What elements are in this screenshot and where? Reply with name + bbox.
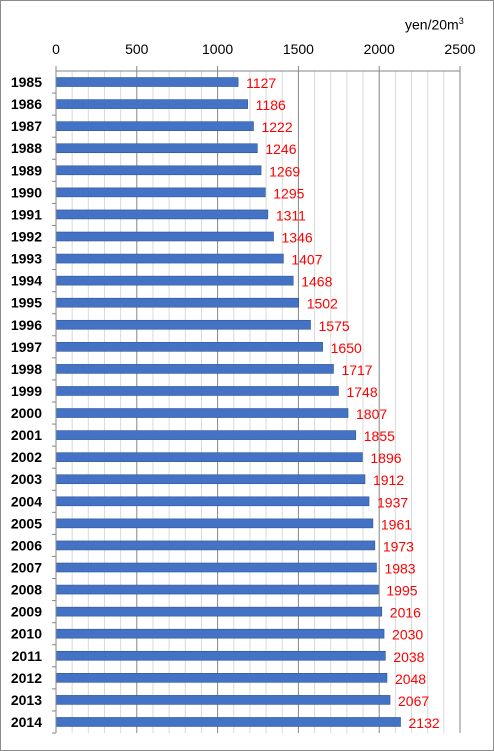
x-tick-label: 500 — [125, 41, 149, 57]
x-tick-label: 2500 — [444, 41, 475, 57]
bar — [55, 386, 339, 396]
bar — [55, 231, 274, 242]
bar — [55, 408, 349, 418]
x-tick-label: 2000 — [364, 41, 395, 57]
bar — [55, 99, 248, 109]
data-label: 1807 — [356, 406, 387, 422]
bar — [55, 606, 383, 617]
category-label: 2003 — [11, 471, 42, 487]
data-label: 1961 — [381, 516, 412, 532]
category-label: 2014 — [11, 714, 42, 730]
category-label: 1996 — [11, 317, 42, 333]
bar — [55, 717, 401, 727]
category-label: 2011 — [12, 648, 43, 664]
category-label: 2002 — [11, 449, 42, 465]
bar — [55, 650, 386, 661]
bar — [55, 342, 323, 352]
data-label: 1575 — [319, 318, 350, 334]
bar — [55, 187, 266, 198]
category-label: 2000 — [11, 405, 42, 421]
data-label: 1995 — [386, 583, 417, 599]
category-label: 1990 — [11, 184, 42, 200]
bar — [55, 518, 374, 529]
bar — [55, 540, 376, 551]
data-label: 1311 — [276, 207, 306, 223]
x-tick-label: 0 — [52, 41, 60, 57]
data-label: 2016 — [390, 605, 421, 621]
data-label: 1127 — [246, 75, 276, 91]
bar — [55, 584, 379, 595]
category-label: 1998 — [11, 361, 42, 377]
bar — [55, 452, 363, 462]
category-label: 2013 — [11, 692, 42, 708]
bar — [55, 253, 284, 264]
category-label: 2005 — [11, 515, 42, 531]
x-tick-label: 1000 — [202, 41, 233, 57]
bar — [55, 121, 254, 131]
data-label: 1346 — [282, 230, 313, 246]
data-label: 2048 — [395, 671, 426, 687]
data-label: 2132 — [409, 715, 440, 731]
category-label: 1986 — [11, 96, 42, 112]
bar — [55, 430, 357, 440]
category-label: 2008 — [11, 582, 42, 598]
bar — [55, 673, 388, 683]
bar — [55, 695, 391, 705]
category-label: 1989 — [11, 162, 42, 178]
data-label: 1717 — [341, 362, 372, 378]
category-label: 2001 — [11, 427, 42, 443]
category-label: 1995 — [11, 295, 42, 311]
bar — [55, 275, 294, 286]
bar — [55, 628, 385, 639]
bar — [55, 143, 258, 154]
bar — [55, 77, 239, 87]
data-label: 1973 — [383, 538, 414, 554]
category-label: 1987 — [11, 118, 42, 134]
data-label: 1468 — [301, 274, 332, 290]
bar — [55, 297, 300, 308]
category-label: 1994 — [11, 273, 42, 289]
category-label: 2009 — [11, 604, 42, 620]
data-label: 2067 — [398, 693, 429, 709]
category-label: 2007 — [11, 560, 42, 576]
data-label: 1912 — [373, 472, 404, 488]
data-label: 1502 — [307, 296, 338, 312]
category-label: 2012 — [11, 670, 42, 686]
x-tick-label: 1500 — [283, 41, 314, 57]
data-label: 1222 — [261, 119, 292, 135]
category-label: 1997 — [11, 339, 42, 355]
bar — [55, 319, 311, 330]
category-label: 1992 — [11, 229, 42, 245]
category-label: 1988 — [11, 140, 42, 156]
data-label: 2038 — [393, 649, 424, 665]
data-label: 1295 — [273, 185, 304, 201]
unit-label: yen/20m3 — [405, 16, 464, 33]
category-label: 1991 — [11, 206, 42, 222]
data-label: 2030 — [392, 627, 423, 643]
data-label: 1748 — [346, 384, 377, 400]
category-label: 1985 — [11, 74, 42, 90]
bar — [55, 209, 269, 220]
data-label: 1855 — [364, 428, 395, 444]
data-label: 1650 — [331, 340, 362, 356]
data-label: 1269 — [269, 163, 300, 179]
category-label: 2006 — [11, 537, 42, 553]
bar — [55, 165, 262, 176]
category-label: 1999 — [11, 383, 42, 399]
data-label: 1186 — [256, 97, 286, 113]
bar — [55, 364, 334, 374]
category-label: 2004 — [11, 493, 42, 509]
data-label: 1937 — [377, 494, 408, 510]
data-label: 1983 — [384, 561, 415, 577]
data-label: 1246 — [265, 141, 296, 157]
bar — [55, 474, 366, 485]
bar — [55, 562, 377, 573]
bar — [55, 496, 370, 507]
data-label: 1896 — [370, 450, 401, 466]
data-label: 1407 — [291, 252, 322, 268]
category-label: 2010 — [11, 626, 42, 642]
category-label: 1993 — [11, 251, 42, 267]
